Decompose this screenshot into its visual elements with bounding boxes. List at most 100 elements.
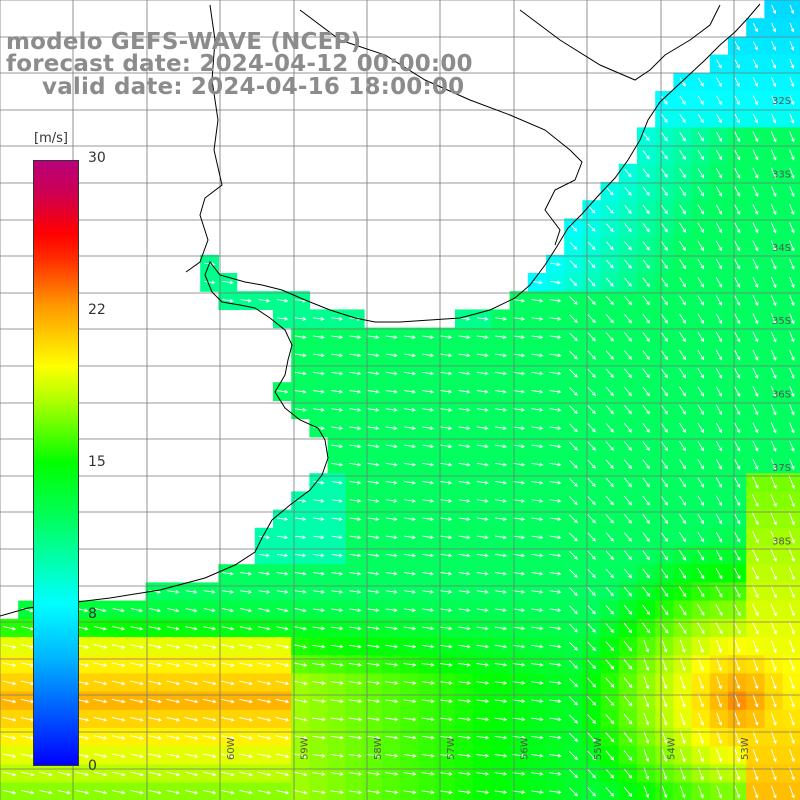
wind-arrow xyxy=(440,335,453,340)
wind-arrow xyxy=(698,730,704,745)
wind-arrow xyxy=(531,590,544,594)
wind-arrow xyxy=(569,496,578,506)
wind-arrow xyxy=(240,608,253,613)
wind-arrow xyxy=(494,480,507,485)
wind-arrow xyxy=(697,258,705,270)
wind-arrow xyxy=(367,371,380,376)
wind-arrow xyxy=(605,405,614,415)
wind-arrow xyxy=(715,295,723,306)
wind-arrow xyxy=(93,698,108,704)
wind-cell xyxy=(273,782,292,800)
longitude-label: 58W xyxy=(373,737,384,760)
wind-cell xyxy=(218,782,238,800)
wind-arrow xyxy=(788,530,795,544)
wind-arrow xyxy=(679,676,686,690)
longitude-label: 53W xyxy=(740,737,751,760)
wind-arrow xyxy=(111,735,126,740)
wind-arrow xyxy=(439,735,453,740)
wind-arrow xyxy=(770,785,777,799)
wind-arrow xyxy=(2,789,17,795)
wind-arrow xyxy=(184,662,199,668)
wind-arrow xyxy=(624,241,632,251)
wind-arrow xyxy=(697,131,704,142)
wind-arrow xyxy=(166,789,181,795)
wind-arrow xyxy=(679,495,686,506)
wind-arrow xyxy=(276,571,289,576)
wind-arrow xyxy=(643,767,650,781)
wind-arrow xyxy=(697,459,705,470)
wind-arrow xyxy=(403,553,416,558)
wind-arrow xyxy=(734,240,741,252)
wind-arrow xyxy=(130,789,144,795)
wind-arrow xyxy=(789,712,795,726)
wind-arrow xyxy=(385,535,398,540)
wind-arrow xyxy=(587,550,596,560)
wind-arrow xyxy=(734,785,741,799)
wind-cell xyxy=(782,400,800,420)
wind-arrow xyxy=(549,790,562,795)
wind-arrow xyxy=(385,662,399,667)
wind-arrow xyxy=(697,549,705,561)
wind-arrow xyxy=(679,168,686,179)
wind-arrow xyxy=(513,626,526,631)
wind-arrow xyxy=(697,586,705,598)
wind-arrow xyxy=(295,553,307,558)
wind-cell xyxy=(782,728,800,747)
wind-arrow xyxy=(403,681,417,685)
wind-arrow xyxy=(494,735,508,740)
wind-arrow xyxy=(643,785,650,799)
wind-arrow xyxy=(698,712,704,726)
wind-arrow xyxy=(770,204,777,216)
wind-arrow xyxy=(440,644,453,649)
wind-arrow xyxy=(93,644,108,649)
wind-arrow xyxy=(276,535,289,540)
wind-arrow xyxy=(569,532,578,542)
wind-arrow xyxy=(330,772,344,776)
wind-arrow xyxy=(587,496,596,506)
wind-arrow xyxy=(294,371,307,376)
wind-arrow xyxy=(294,335,307,340)
wind-arrow xyxy=(312,353,325,358)
wind-arrow xyxy=(331,571,344,576)
wind-arrow xyxy=(330,753,344,758)
wind-arrow xyxy=(313,480,325,485)
wind-arrow xyxy=(440,571,453,576)
wind-cell xyxy=(254,782,274,800)
wind-arrow xyxy=(367,408,380,412)
wind-arrow xyxy=(367,535,380,540)
wind-arrow xyxy=(752,512,759,526)
wind-arrow xyxy=(623,677,633,689)
wind-arrow xyxy=(439,772,453,776)
wind-arrow xyxy=(752,676,759,690)
wind-arrow xyxy=(166,662,181,668)
wind-arrow xyxy=(770,512,777,526)
wind-arrow xyxy=(476,662,490,667)
wind-arrow xyxy=(569,278,578,287)
wind-arrow xyxy=(698,767,704,781)
wind-arrow xyxy=(679,513,686,525)
wind-arrow xyxy=(698,639,704,654)
wind-cell xyxy=(291,782,310,800)
wind-arrow xyxy=(697,349,705,361)
wind-arrow xyxy=(549,353,562,358)
wind-arrow xyxy=(624,223,632,233)
wind-arrow xyxy=(422,553,435,558)
wind-arrow xyxy=(531,517,544,522)
wind-arrow xyxy=(531,535,544,540)
wind-arrow xyxy=(549,499,562,503)
wind-arrow xyxy=(624,514,632,524)
wind-arrow xyxy=(642,368,650,379)
wind-arrow xyxy=(367,571,380,576)
wind-arrow xyxy=(752,313,759,325)
wind-arrow xyxy=(642,132,650,142)
wind-arrow xyxy=(239,717,254,722)
wind-arrow xyxy=(569,387,578,396)
wind-arrow xyxy=(330,735,344,740)
wind-arrow xyxy=(167,608,180,613)
wind-arrow xyxy=(697,113,704,124)
wind-arrow xyxy=(293,735,308,740)
wind-arrow xyxy=(770,749,777,763)
wind-arrow xyxy=(403,699,417,704)
wind-arrow xyxy=(697,368,705,379)
wind-arrow xyxy=(770,494,777,508)
